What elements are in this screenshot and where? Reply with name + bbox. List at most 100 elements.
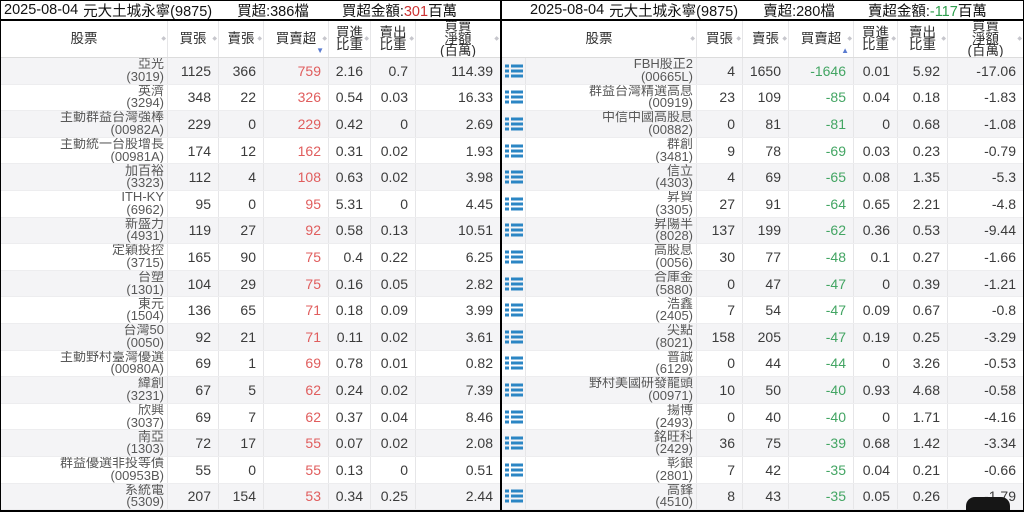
table-row[interactable]: 定穎投控 (3715) 165 90 75 0.4 0.22 6.25 <box>1 244 500 271</box>
column-header-sell[interactable]: 賣張 ◆ <box>743 21 789 57</box>
list-icon[interactable] <box>504 436 523 450</box>
stock-name[interactable]: 揚博 <box>666 403 693 418</box>
table-row[interactable]: 緯創 (3231) 67 5 62 0.24 0.02 7.39 <box>1 377 500 404</box>
sort-icon[interactable]: ◆ <box>847 36 852 42</box>
list-icon[interactable] <box>504 489 523 503</box>
table-row[interactable]: 尖點 (8021) 158 205 -47 0.19 0.25 -3.29 <box>502 323 1023 351</box>
table-row[interactable]: ITH-KY (6962) 95 0 95 5.31 0 4.45 <box>1 190 500 218</box>
column-header-sell_pct[interactable]: 賣出 比重 ◆ <box>898 21 948 57</box>
column-header-net[interactable]: 買賣超 ◆ ▲ <box>789 21 854 57</box>
column-header-buy_pct[interactable]: 買進 比重 ◆ <box>329 21 371 57</box>
row-action-cell[interactable] <box>502 217 526 244</box>
stock-name[interactable]: 緯創 <box>137 377 164 391</box>
table-row[interactable]: 英濟 (3294) 348 22 326 0.54 0.03 16.33 <box>1 84 500 112</box>
list-icon[interactable] <box>504 277 523 291</box>
row-action-cell[interactable] <box>502 456 526 483</box>
stock-name[interactable]: 彰銀 <box>666 456 693 471</box>
list-icon[interactable] <box>504 117 523 131</box>
stock-name[interactable]: 銘旺科 <box>653 430 693 444</box>
stock-name[interactable]: 主動群益台灣強棒 <box>59 111 164 125</box>
sort-icon[interactable]: ◆ <box>364 36 369 42</box>
table-row[interactable]: 主動群益台灣強棒 (00982A) 229 0 229 0.42 0 2.69 <box>1 111 500 138</box>
row-action-cell[interactable] <box>502 84 526 111</box>
column-header-buy[interactable]: 買張 ◆ <box>697 21 743 57</box>
list-icon[interactable] <box>504 410 523 424</box>
row-action-cell[interactable] <box>502 350 526 377</box>
stock-name[interactable]: 群益台灣精選高息 <box>588 84 693 98</box>
stock-name[interactable]: 台灣50 <box>123 323 164 338</box>
sort-icon[interactable]: ◆ <box>161 36 166 42</box>
list-icon[interactable] <box>504 463 523 477</box>
table-row[interactable]: 中信中國高股息 (00882) 0 81 -81 0 0.68 -1.08 <box>502 111 1023 138</box>
table-row[interactable]: 昇貿 (3305) 27 91 -64 0.65 2.21 -4.8 <box>502 190 1023 218</box>
stock-name[interactable]: 群創 <box>666 137 693 152</box>
list-icon[interactable] <box>504 144 523 158</box>
stock-name[interactable]: 台塑 <box>137 270 164 285</box>
table-row[interactable]: 台灣50 (0050) 92 21 71 0.11 0.02 3.61 <box>1 323 500 351</box>
list-icon[interactable] <box>504 356 523 370</box>
table-row[interactable]: 高股息 (0056) 30 77 -48 0.1 0.27 -1.66 <box>502 244 1023 271</box>
row-action-cell[interactable] <box>502 270 526 297</box>
row-action-cell[interactable] <box>502 323 526 350</box>
table-row[interactable]: 亞光 (3019) 1125 366 759 2.16 0.7 114.39 <box>1 58 500 85</box>
stock-name[interactable]: 新盛力 <box>124 217 164 231</box>
sort-icon[interactable]: ◆ <box>494 36 499 42</box>
row-action-cell[interactable] <box>502 111 526 137</box>
sort-icon[interactable]: ◆ <box>891 36 896 42</box>
table-row[interactable]: 群益優選非投等債 (00953B) 55 0 55 0.13 0 0.51 <box>1 456 500 484</box>
table-row[interactable]: 主動統一台股增長 (00981A) 174 12 162 0.31 0.02 1.93 <box>1 137 500 165</box>
table-row[interactable]: 昇陽半 (8028) 137 199 -62 0.36 0.53 -9.44 <box>502 217 1023 245</box>
table-row[interactable]: 新盛力 (4931) 119 27 92 0.58 0.13 10.51 <box>1 217 500 245</box>
table-row[interactable]: 台塑 (1301) 104 29 75 0.16 0.05 2.82 <box>1 270 500 298</box>
sort-icon[interactable]: ◆ <box>1017 36 1022 42</box>
stock-name[interactable]: 南亞 <box>137 430 164 444</box>
stock-name[interactable]: 昇貿 <box>666 190 693 205</box>
stock-name[interactable]: 尖點 <box>666 323 693 338</box>
stock-name[interactable]: 英濟 <box>137 84 164 98</box>
list-icon[interactable] <box>504 90 523 104</box>
stock-name[interactable]: 野村美國研發龍頭 <box>588 377 693 391</box>
column-header-net[interactable]: 買賣超 ◆ ▼ <box>264 21 329 57</box>
stock-name[interactable]: 欣興 <box>137 403 164 418</box>
table-row[interactable]: 南亞 (1303) 72 17 55 0.07 0.02 2.08 <box>1 430 500 457</box>
sort-icon[interactable]: ◆ <box>782 36 787 42</box>
stock-name[interactable]: FBH股正2 <box>633 58 693 72</box>
table-row[interactable]: 群益台灣精選高息 (00919) 23 109 -85 0.04 0.18 -1.83 <box>502 84 1023 112</box>
table-row[interactable]: 群創 (3481) 9 78 -69 0.03 0.23 -0.79 <box>502 137 1023 165</box>
stock-name[interactable]: 主動野村臺灣優選 <box>59 350 164 364</box>
row-action-cell[interactable] <box>502 190 526 217</box>
sort-icon[interactable]: ◆ <box>322 36 327 42</box>
stock-name[interactable]: 信立 <box>666 164 693 178</box>
stock-name[interactable]: 定穎投控 <box>111 244 164 258</box>
row-action-cell[interactable] <box>502 244 526 270</box>
row-action-cell[interactable] <box>502 164 526 190</box>
column-header-sell_pct[interactable]: 賣出 比重 ◆ <box>371 21 416 57</box>
table-row[interactable]: 加百裕 (3323) 112 4 108 0.63 0.02 3.98 <box>1 164 500 191</box>
table-row[interactable]: 彰銀 (2801) 7 42 -35 0.04 0.21 -0.66 <box>502 456 1023 484</box>
table-row[interactable]: 揚博 (2493) 0 40 -40 0 1.71 -4.16 <box>502 403 1023 431</box>
table-row[interactable]: 銘旺科 (2429) 36 75 -39 0.68 1.42 -3.34 <box>502 430 1023 457</box>
row-action-cell[interactable] <box>502 403 526 430</box>
list-icon[interactable] <box>504 64 523 78</box>
row-action-cell[interactable] <box>502 297 526 323</box>
table-row[interactable]: 浩鑫 (2405) 7 54 -47 0.09 0.67 -0.8 <box>502 297 1023 324</box>
stock-name[interactable]: 加百裕 <box>124 164 164 178</box>
sort-icon[interactable]: ◆ <box>212 36 217 42</box>
row-action-cell[interactable] <box>502 58 526 84</box>
sort-icon[interactable]: ◆ <box>736 36 741 42</box>
stock-name[interactable]: 昇陽半 <box>653 217 693 231</box>
stock-name[interactable]: 中信中國高股息 <box>601 111 693 125</box>
sort-icon[interactable]: ◆ <box>690 36 695 42</box>
row-action-cell[interactable] <box>502 137 526 164</box>
list-icon[interactable] <box>504 250 523 264</box>
column-header-sell[interactable]: 賣張 ◆ <box>219 21 264 57</box>
stock-name[interactable]: 亞光 <box>137 58 164 72</box>
column-header-net_amt[interactable]: 買賣 淨額 (百萬) ◆ <box>948 21 1023 57</box>
stock-name[interactable]: 系統電 <box>124 483 164 497</box>
sort-icon[interactable]: ◆ <box>257 36 262 42</box>
column-header-buy[interactable]: 買張 ◆ <box>168 21 219 57</box>
stock-name[interactable]: 高股息 <box>653 244 693 258</box>
column-header-net_amt[interactable]: 買賣 淨額 (百萬) ◆ <box>416 21 500 57</box>
stock-name[interactable]: 高鋒 <box>666 483 693 497</box>
stock-name[interactable]: 合庫金 <box>653 270 693 285</box>
